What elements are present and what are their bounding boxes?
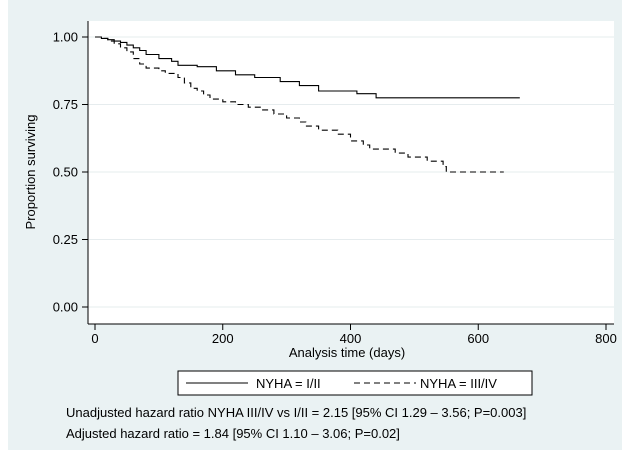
x-tick-label: 0 bbox=[91, 331, 98, 346]
series-layer bbox=[95, 36, 520, 173]
annotation-adjusted-hr: Adjusted hazard ratio = 1.84 [95% CI 1.1… bbox=[66, 426, 400, 441]
survival-chart: 0.00 0.25 0.50 0.75 1.00 0 200 400 600 800 Analys… bbox=[23, 21, 617, 441]
series-line-nyha-i-ii bbox=[95, 36, 520, 99]
x-axis-label: Analysis time (days) bbox=[289, 345, 405, 360]
y-tick-label: 1.00 bbox=[53, 30, 78, 45]
y-tick-label: 0.50 bbox=[53, 165, 78, 180]
x-tick-label: 200 bbox=[212, 331, 234, 346]
y-tick-label: 0.25 bbox=[53, 232, 78, 247]
y-tick-label: 0.75 bbox=[53, 97, 78, 112]
annotation-unadjusted-hr: Unadjusted hazard ratio NYHA III/IV vs I… bbox=[66, 405, 526, 420]
x-tick-label: 800 bbox=[595, 331, 617, 346]
legend-label-nyha-i-ii: NYHA = I/II bbox=[256, 376, 321, 391]
x-tick-label: 600 bbox=[467, 331, 489, 346]
axes bbox=[82, 21, 614, 330]
y-axis-label: Proportion surviving bbox=[23, 115, 38, 230]
legend: NYHA = I/II NYHA = III/IV bbox=[177, 370, 533, 396]
legend-label-nyha-iii-iv: NYHA = III/IV bbox=[420, 376, 497, 391]
figure-panel: 0.00 0.25 0.50 0.75 1.00 0 200 400 600 800 Analys… bbox=[8, 0, 622, 450]
grid-lines bbox=[88, 36, 614, 308]
x-tick-label: 400 bbox=[340, 331, 362, 346]
y-tick-label: 0.00 bbox=[53, 300, 78, 315]
series-line-nyha-iii-iv bbox=[95, 36, 504, 173]
tick-labels: 0.00 0.25 0.50 0.75 1.00 0 200 400 600 800 bbox=[53, 30, 617, 347]
